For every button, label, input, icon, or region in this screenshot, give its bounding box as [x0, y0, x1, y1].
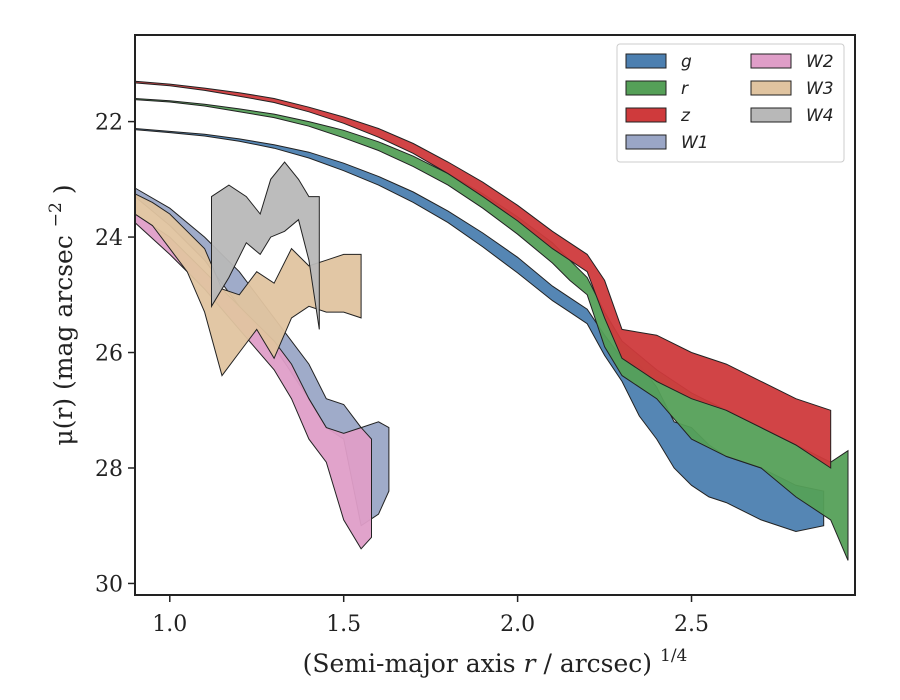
band-g [134, 127, 825, 533]
band-w4 [211, 161, 320, 330]
x-axis-label: (Semi-major axis r / arcsec) 1/4 [303, 646, 688, 678]
y-tick-label: 28 [95, 457, 123, 482]
legend-swatch-w2 [750, 53, 792, 69]
y-tick-label: 30 [95, 572, 123, 597]
y-tick-label: 22 [95, 111, 123, 136]
x-tick-label: 2.0 [500, 612, 535, 637]
x-tick-label: 2.5 [674, 612, 709, 637]
y-axis-label-text: μ(r) (mag arcsec [49, 235, 78, 445]
legend-label-g: g [681, 52, 692, 72]
x-tick-label: 1.0 [152, 612, 187, 637]
band-r [134, 97, 849, 561]
x-axis-label-superscript: 1/4 [660, 646, 687, 666]
y-tick-label: 26 [95, 342, 123, 367]
legend-box [616, 43, 845, 163]
legend-swatch-z [625, 107, 667, 123]
legend-label-w4: W4 [806, 106, 834, 126]
legend-label-z: z [680, 106, 691, 126]
y-tick-label: 24 [95, 226, 123, 251]
y-axis-label: μ(r) (mag arcsec −2 ) [38, 184, 78, 445]
legend: grz W1 W2 W3 W4 [616, 43, 845, 163]
y-axis-label-close: ) [49, 184, 78, 194]
plot-frame [134, 34, 856, 596]
series-bands [134, 80, 849, 561]
legend-label-w2: W2 [806, 52, 834, 72]
y-axis-label-superscript: −2 [46, 202, 66, 227]
x-axis-label-text: (Semi-major axis r / arcsec) [303, 649, 652, 678]
legend-swatch-w4 [750, 107, 792, 123]
x-tick-label: 1.5 [326, 612, 361, 637]
legend-swatch-w3 [750, 80, 792, 96]
legend-label-r: r [681, 79, 689, 99]
legend-swatch-g [625, 53, 667, 69]
legend-swatch-r [625, 80, 667, 96]
legend-label-w3: W3 [806, 79, 834, 99]
legend-label-w1: W1 [681, 133, 709, 153]
legend-swatch-w1 [625, 134, 667, 150]
axis-ticks: 1.0 1.5 2.0 2.5 22 24 26 28 30 [95, 111, 709, 637]
band-z [134, 80, 832, 469]
